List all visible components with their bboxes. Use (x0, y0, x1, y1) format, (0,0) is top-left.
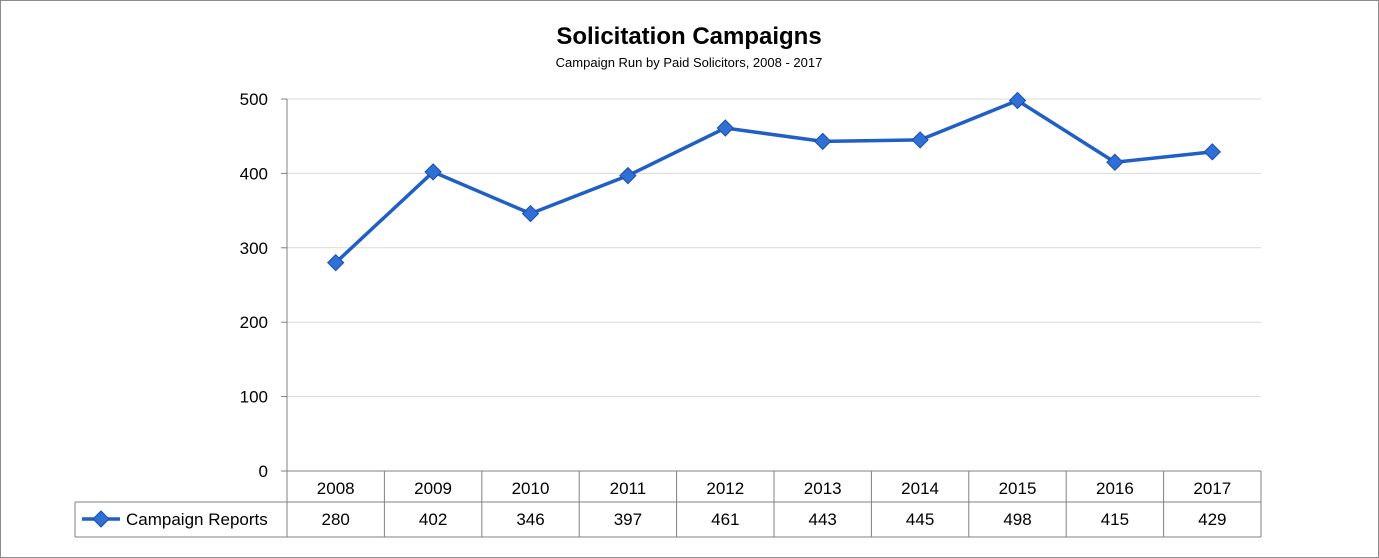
data-table-value: 429 (1198, 510, 1226, 529)
data-table-value: 402 (419, 510, 447, 529)
x-category-label: 2017 (1193, 479, 1231, 498)
y-tick-label: 400 (240, 164, 268, 183)
data-table-value: 397 (614, 510, 642, 529)
x-category-label: 2012 (706, 479, 744, 498)
data-table-value: 461 (711, 510, 739, 529)
series-line (334, 98, 1213, 264)
chart-title: Solicitation Campaigns (556, 23, 821, 50)
x-category-label: 2015 (999, 479, 1037, 498)
data-table-value: 280 (322, 510, 350, 529)
y-tick-label: 300 (240, 239, 268, 258)
data-table-value: 445 (906, 510, 934, 529)
x-category-label: 2014 (901, 479, 939, 498)
chart-subtitle: Campaign Run by Paid Solicitors, 2008 - … (556, 55, 823, 70)
x-category-label: 2009 (414, 479, 452, 498)
data-point-marker (424, 163, 442, 181)
legend-marker (92, 510, 110, 528)
x-category-label: 2016 (1096, 479, 1134, 498)
data-point-marker (716, 119, 735, 137)
x-category-label: 2010 (512, 479, 550, 498)
data-point-marker (619, 166, 637, 185)
data-table-value: 346 (516, 510, 544, 529)
x-category-label: 2013 (804, 479, 842, 498)
data-point-marker (1008, 91, 1027, 110)
data-point-marker (326, 253, 345, 272)
x-category-label: 2011 (610, 479, 647, 498)
y-tick-label: 0 (259, 462, 268, 481)
data-table-value: 415 (1101, 510, 1129, 529)
y-tick-label: 200 (240, 313, 268, 332)
data-point-marker (1106, 153, 1124, 171)
data-point-marker (813, 132, 832, 151)
data-point-marker (1203, 143, 1222, 161)
y-tick-label: 500 (240, 90, 268, 109)
data-table-value: 498 (1003, 510, 1031, 529)
data-point-marker (521, 204, 540, 223)
y-tick-label: 100 (240, 388, 268, 407)
data-table-value: 443 (809, 510, 837, 529)
legend-series-name: Campaign Reports (126, 510, 268, 529)
x-category-label: 2008 (317, 479, 355, 498)
data-point-marker (911, 131, 929, 149)
